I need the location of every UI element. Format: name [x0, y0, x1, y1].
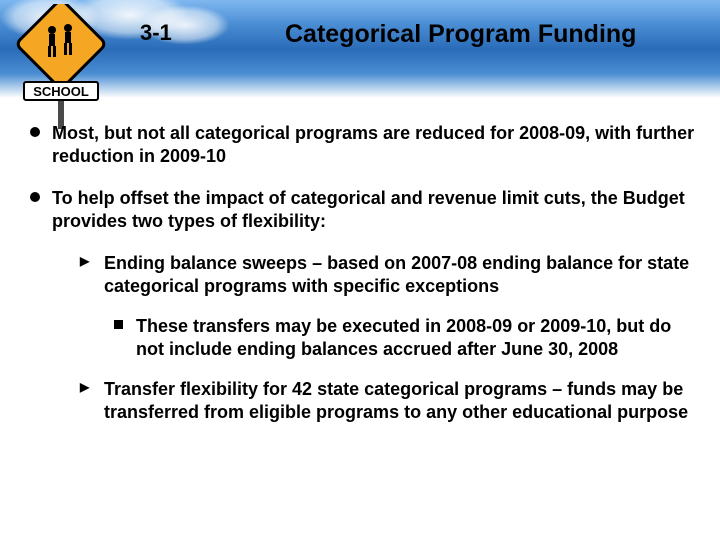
slide-content: Most, but not all categorical programs a…: [0, 98, 720, 461]
bullet-level2: Ending balance sweeps – based on 2007-08…: [76, 252, 696, 297]
section-number: 3-1: [140, 20, 172, 46]
bullet-level2: Transfer flexibility for 42 state catego…: [76, 378, 696, 423]
school-sign-label: SCHOOL: [33, 84, 89, 99]
page-title: Categorical Program Funding: [285, 20, 636, 49]
bullet-level1: Most, but not all categorical programs a…: [24, 122, 696, 167]
bullet-level1: To help offset the impact of categorical…: [24, 187, 696, 232]
bullet-level3: These transfers may be executed in 2008-…: [108, 315, 696, 360]
